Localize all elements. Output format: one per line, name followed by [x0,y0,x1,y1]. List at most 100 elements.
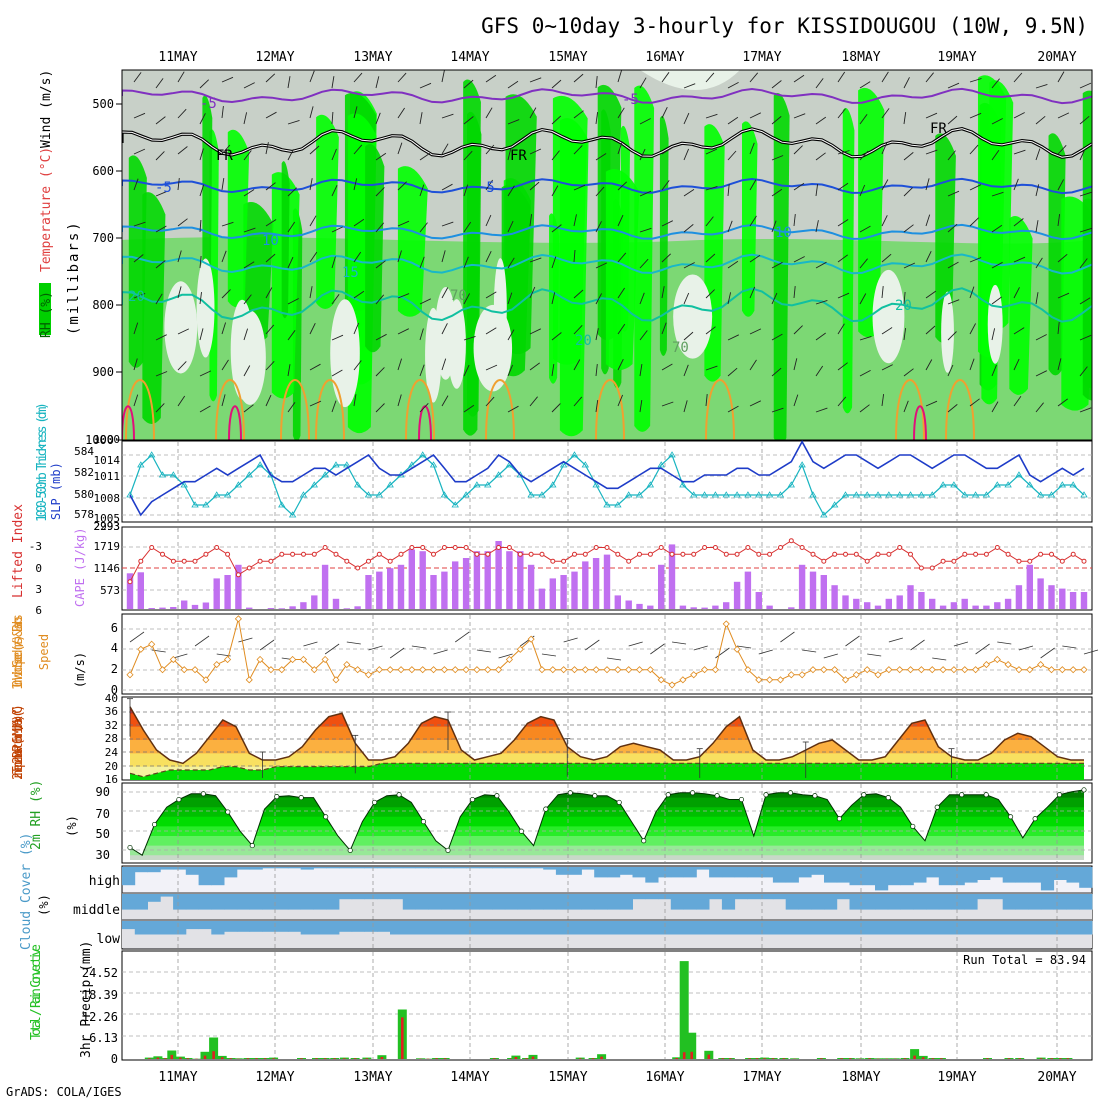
cloud-cell-middle [339,894,353,900]
wind-barb [441,250,446,263]
wind-barb [661,107,668,119]
cloud-cell-low [772,921,787,935]
cloud-cell-middle [607,894,621,910]
wind-barb [397,107,405,119]
wind-barb [947,223,958,233]
bottom-date-11may: 11MAY [158,1070,197,1085]
wind10m-point [1015,666,1023,674]
ylabel-thickness: 1000-500mb Thickness (dm) [35,402,50,522]
lifted-index-point [593,545,599,550]
rh-plume [858,87,885,338]
wind-barb [441,70,445,83]
cloud-cell-low [836,921,850,935]
run-total-label: Run Total = 83.94 [963,953,1086,967]
wind-barb [815,220,819,233]
bottom-date-20may: 20MAY [1037,1070,1076,1085]
cloud-cell-low [721,921,736,935]
wind-barb [397,358,403,371]
cloud-cell-middle [1002,894,1016,910]
cape-bar [798,564,806,609]
wind10m-point [993,655,1001,664]
wind-barb [221,221,234,227]
wind-barb [419,298,431,305]
wind10m-point [386,666,394,674]
rh2m-fill [130,789,1084,860]
lifted-index-point [441,545,447,550]
wind-barb [463,335,476,341]
wind10m-barb [259,639,275,651]
wind-barb [1035,115,1046,125]
wind-barb [661,220,673,227]
wind-barb [991,118,1003,125]
contour-label: 15 [342,265,359,281]
cloud-cell-low [415,921,429,935]
wind-barb [727,367,738,377]
ylabel-wind: Wind (m/s) [39,70,54,148]
wind-barb [375,187,385,197]
wind-barb [265,111,277,119]
rh-dry-cell [230,299,254,400]
cloud-cell-middle [249,894,263,910]
thickness-point [169,471,178,478]
precip-convective-bar [690,1051,693,1059]
top-date-17may: 17MAY [742,50,781,65]
wind-barb [573,359,581,371]
wind10m-point [906,666,915,674]
cloud-cell-middle [173,894,187,910]
wind-barb [947,331,957,341]
cape-bar [1080,592,1088,609]
wind-barb [925,112,938,119]
wind-barb [507,220,514,233]
thickness-point [755,491,763,498]
precip-convective-bar [380,1057,384,1059]
cloud-cell-middle [772,894,787,900]
wind-barb [595,76,598,89]
wind-barb [705,216,714,227]
wind-barb [793,74,805,83]
wind-barb [199,405,211,413]
cape-bar [1026,564,1033,609]
precip-convective-bar [763,1058,766,1059]
wind10m-point [267,666,275,674]
cape-bar [202,602,210,609]
cape-bar [430,575,437,609]
cloud-cell-high [479,867,493,869]
contour-minus5-lower [122,177,1092,195]
cape-bar [831,585,838,609]
rh2m-point [763,792,769,798]
rh-plume [742,121,758,317]
cloud-row-labels: high middle low (%) [37,874,120,947]
lifted-index-point [398,551,404,557]
cloud-cell-high [619,867,633,875]
wind-barb [969,358,975,371]
wind10m-speed-line [126,615,1088,689]
wind-barb [793,286,796,299]
rh2m-point [1032,816,1038,822]
lifted-index-point [170,558,176,564]
wind-barb [177,250,182,263]
wind-barb [661,401,674,407]
cape-bars [126,541,1088,609]
cloud-cell-middle [122,894,136,910]
contour-freezing-inner [122,128,1092,158]
cloud-cell-low [428,921,442,935]
wind-barb [309,106,314,119]
wind10m-point [776,676,785,684]
cloud-cell-middle [198,894,212,910]
wind-barb [573,324,583,335]
wind-barb [705,113,718,119]
wind-barb [969,398,980,407]
cloud-cell-low [747,921,761,935]
wind-barb [705,289,715,299]
cloud-cell-high [147,867,161,873]
wind-barb [771,292,778,305]
rh-plume [142,192,166,425]
wind10m-point [234,615,242,623]
wind-barb [199,219,202,233]
wind-barb [661,180,670,191]
wind-barb [265,360,275,371]
wind-barb [639,77,647,89]
wind10m-point [473,666,481,674]
wind-barb [155,403,165,413]
